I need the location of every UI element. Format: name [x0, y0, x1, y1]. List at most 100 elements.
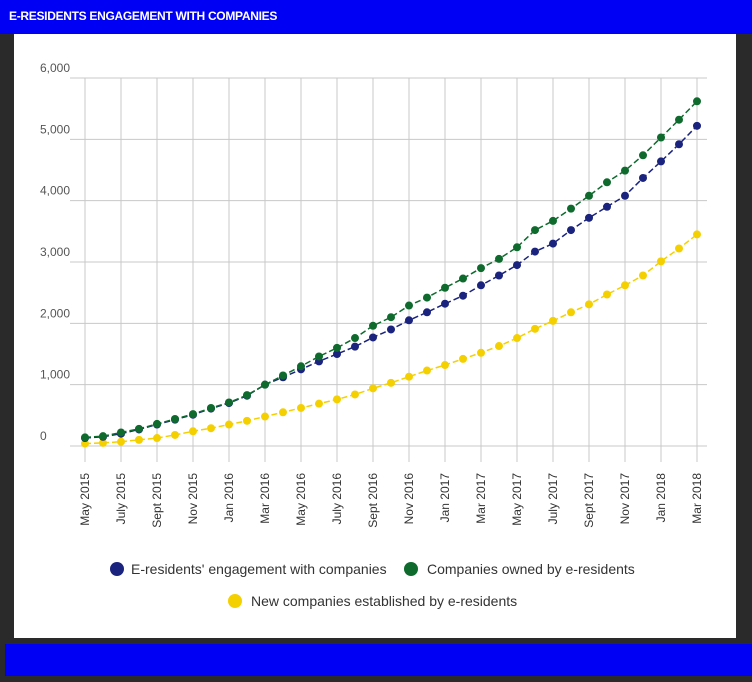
- data-point: [261, 380, 269, 389]
- legend-marker: [228, 594, 242, 608]
- x-tick-label: Jan 2017: [438, 473, 452, 523]
- x-tick-label: Mar 2017: [474, 473, 488, 524]
- data-point: [531, 247, 539, 256]
- data-point: [603, 178, 611, 187]
- y-tick-label: 0: [40, 429, 47, 443]
- data-point: [171, 415, 179, 424]
- data-point: [135, 435, 143, 444]
- data-point: [315, 399, 323, 408]
- data-point: [459, 291, 467, 300]
- data-point: [189, 410, 197, 419]
- data-point: [603, 202, 611, 211]
- data-point: [477, 281, 485, 290]
- data-point: [207, 403, 215, 412]
- x-tick-label: Nov 2015: [186, 473, 200, 525]
- data-point: [567, 204, 575, 213]
- data-point: [513, 261, 521, 270]
- data-point: [441, 283, 449, 292]
- x-tick-label: May 2016: [294, 473, 308, 526]
- y-tick-label: 4,000: [40, 184, 70, 198]
- data-point: [603, 290, 611, 299]
- data-point: [279, 371, 287, 380]
- data-point: [405, 372, 413, 381]
- data-point: [99, 438, 107, 447]
- data-point: [675, 115, 683, 124]
- x-tick-label: Nov 2016: [402, 473, 416, 525]
- data-point: [369, 321, 377, 330]
- x-tick-label: July 2016: [330, 473, 344, 525]
- data-point: [333, 350, 341, 358]
- data-point: [477, 264, 485, 273]
- x-tick-label: July 2017: [546, 473, 560, 525]
- data-point: [297, 403, 305, 412]
- footer-bar: [5, 644, 752, 676]
- data-point: [261, 412, 269, 421]
- data-point: [693, 121, 701, 130]
- data-point: [621, 191, 629, 200]
- data-point: [243, 416, 251, 425]
- data-point: [405, 301, 413, 310]
- data-point: [351, 342, 359, 351]
- data-point: [387, 378, 395, 387]
- data-point: [639, 173, 647, 182]
- data-point: [207, 424, 215, 433]
- data-point: [693, 230, 701, 239]
- x-tick-label: Nov 2017: [618, 473, 632, 525]
- data-point: [675, 244, 683, 253]
- data-point: [567, 226, 575, 235]
- x-tick-label: Sept 2017: [582, 473, 596, 528]
- data-point: [459, 354, 467, 363]
- data-point: [333, 395, 341, 404]
- data-point: [153, 434, 161, 443]
- data-point: [477, 348, 485, 357]
- data-point: [513, 334, 521, 343]
- header-bar: E-RESIDENTS ENGAGEMENT WITH COMPANIES: [0, 0, 752, 34]
- data-point: [495, 271, 503, 280]
- data-point: [639, 271, 647, 280]
- series-line: [84, 100, 698, 439]
- data-point: [531, 226, 539, 235]
- y-tick-label: 2,000: [40, 306, 70, 320]
- data-point: [117, 428, 125, 437]
- x-tick-label: Mar 2018: [690, 473, 704, 524]
- data-point: [567, 308, 575, 317]
- chart-title: E-RESIDENTS ENGAGEMENT WITH COMPANIES: [9, 9, 278, 23]
- data-point: [585, 300, 593, 309]
- data-point: [243, 391, 251, 400]
- data-point: [657, 133, 665, 142]
- series-line: [84, 233, 698, 445]
- data-point: [657, 157, 665, 166]
- data-point: [441, 361, 449, 370]
- data-point: [423, 293, 431, 302]
- data-point: [225, 398, 233, 407]
- y-axis-ticks: 0 1,000 2,000 3,000 4,000 5,000 6,000: [40, 61, 70, 443]
- data-point: [639, 151, 647, 160]
- x-tick-label: May 2017: [510, 473, 524, 526]
- data-point: [171, 430, 179, 439]
- data-point: [351, 334, 359, 343]
- data-point: [549, 239, 557, 248]
- grid: [70, 77, 707, 462]
- y-tick-label: 6,000: [40, 61, 70, 75]
- x-axis-ticks: May 2015 July 2015 Sept 2015 Nov 2015 Jan 20…: [78, 473, 704, 528]
- data-point: [279, 408, 287, 417]
- data-point: [405, 316, 413, 325]
- x-tick-label: July 2015: [114, 473, 128, 525]
- data-point: [225, 420, 233, 429]
- data-point: [81, 433, 89, 442]
- data-point: [315, 352, 323, 361]
- data-point: [387, 313, 395, 322]
- legend: E-residents' engagement with companies Co…: [110, 561, 635, 609]
- data-point: [495, 342, 503, 351]
- data-point: [333, 343, 341, 352]
- data-point: [297, 362, 305, 371]
- data-point: [621, 166, 629, 175]
- data-point: [495, 254, 503, 263]
- data-point: [387, 325, 395, 334]
- data-point: [657, 257, 665, 266]
- data-point: [351, 390, 359, 399]
- x-tick-label: Jan 2016: [222, 473, 236, 523]
- data-point: [585, 191, 593, 200]
- data-point: [135, 424, 143, 433]
